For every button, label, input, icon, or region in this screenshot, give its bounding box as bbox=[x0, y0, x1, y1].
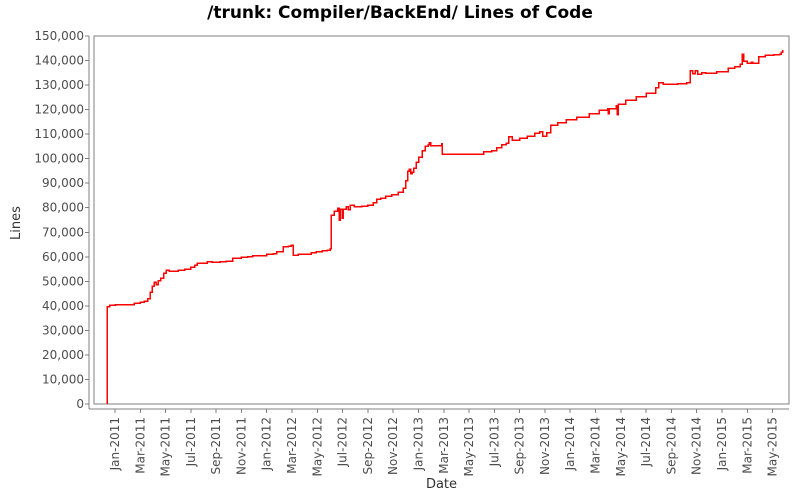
y-tick-label: 90,000 bbox=[42, 176, 84, 190]
y-tick-label: 10,000 bbox=[42, 372, 84, 386]
x-tick-label: Sep-2014 bbox=[664, 417, 678, 475]
y-tick-label: 50,000 bbox=[42, 274, 84, 288]
x-tick-label: Mar-2013 bbox=[437, 417, 451, 474]
x-tick-label: Mar-2014 bbox=[589, 417, 603, 474]
x-tick-label: May-2012 bbox=[310, 417, 324, 476]
y-tick-label: 110,000 bbox=[34, 127, 84, 141]
x-tick-label: Mar-2012 bbox=[285, 417, 299, 474]
x-tick-label: Jul-2011 bbox=[184, 417, 198, 467]
y-axis-title: Lines bbox=[9, 206, 24, 240]
y-tick-label: 100,000 bbox=[34, 152, 84, 166]
x-tick-label: Sep-2012 bbox=[361, 417, 375, 475]
x-tick-label: May-2014 bbox=[614, 417, 628, 476]
x-tick-label: Nov-2011 bbox=[234, 417, 248, 475]
x-tick-label: Jan-2012 bbox=[260, 417, 274, 471]
loc-series-line bbox=[106, 50, 784, 404]
y-tick-label: 70,000 bbox=[42, 225, 84, 239]
x-tick-label: Jan-2015 bbox=[715, 417, 729, 471]
x-axis-title: Date bbox=[425, 477, 458, 492]
x-tick-label: May-2011 bbox=[159, 417, 173, 476]
y-tick-label: 20,000 bbox=[42, 348, 84, 362]
x-tick-label: Jan-2014 bbox=[563, 417, 577, 471]
x-tick-label: Jan-2011 bbox=[108, 417, 122, 471]
y-tick-label: 130,000 bbox=[34, 78, 84, 92]
x-tick-label: Jan-2013 bbox=[411, 417, 425, 471]
x-tick-label: Mar-2011 bbox=[133, 417, 147, 474]
x-tick-label: Sep-2011 bbox=[209, 417, 223, 475]
y-tick-label: 120,000 bbox=[34, 103, 84, 117]
plot-border bbox=[93, 35, 790, 405]
x-tick-label: Jul-2012 bbox=[336, 417, 350, 467]
y-tick-label: 30,000 bbox=[42, 323, 84, 337]
x-tick-label: Sep-2013 bbox=[513, 417, 527, 475]
y-tick-label: 60,000 bbox=[42, 250, 84, 264]
y-tick-label: 40,000 bbox=[42, 299, 84, 313]
x-tick-label: Jul-2013 bbox=[487, 417, 501, 467]
x-tick-label: Nov-2012 bbox=[386, 417, 400, 475]
x-tick-label: May-2015 bbox=[766, 417, 780, 476]
x-tick-label: Nov-2014 bbox=[690, 417, 704, 475]
x-tick-label: May-2013 bbox=[462, 417, 476, 476]
y-tick-label: 0 bbox=[76, 397, 84, 411]
x-tick-label: Jul-2014 bbox=[639, 417, 653, 467]
y-tick-label: 150,000 bbox=[34, 29, 84, 43]
y-tick-label: 140,000 bbox=[34, 54, 84, 68]
x-tick-label: Nov-2013 bbox=[538, 417, 552, 475]
chart-title: /trunk: Compiler/BackEnd/ Lines of Code bbox=[207, 3, 593, 23]
y-tick-label: 80,000 bbox=[42, 201, 84, 215]
x-tick-label: Mar-2015 bbox=[740, 417, 754, 474]
